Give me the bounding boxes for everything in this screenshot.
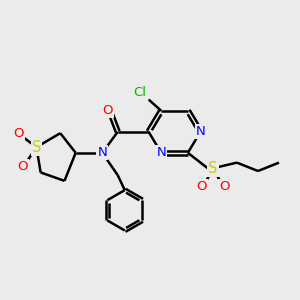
Text: O: O xyxy=(196,180,207,193)
Text: N: N xyxy=(156,146,166,159)
Text: O: O xyxy=(13,127,23,140)
Text: N: N xyxy=(196,125,206,138)
Text: O: O xyxy=(219,180,230,193)
Text: S: S xyxy=(208,161,218,176)
Text: O: O xyxy=(103,104,113,117)
Text: O: O xyxy=(17,160,28,173)
Text: Cl: Cl xyxy=(134,86,147,99)
Text: N: N xyxy=(98,146,107,159)
Text: S: S xyxy=(32,140,41,155)
